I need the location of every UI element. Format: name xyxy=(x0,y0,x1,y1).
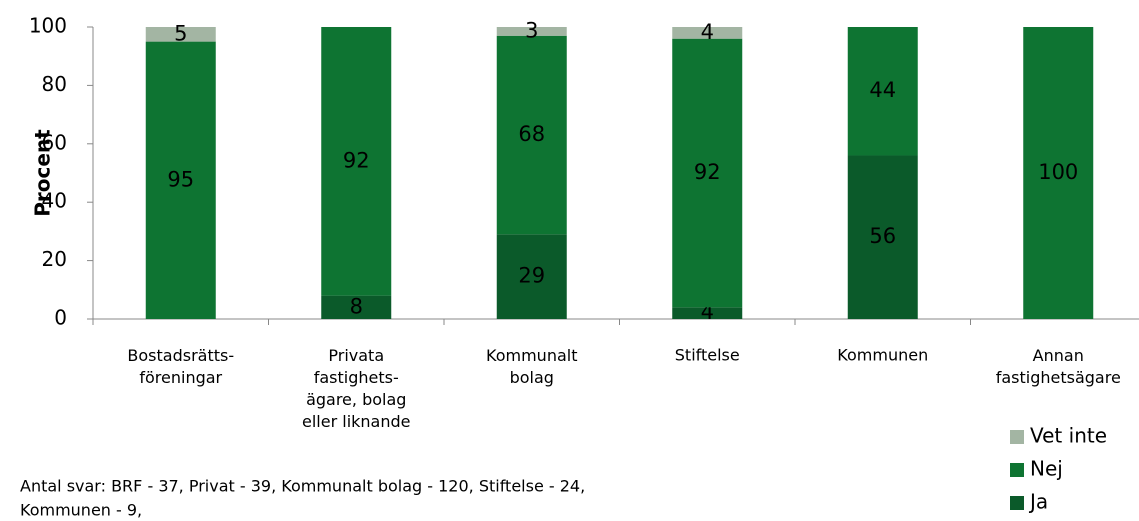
data-label: 56 xyxy=(869,224,896,248)
data-label: 4 xyxy=(701,20,714,44)
data-label: 100 xyxy=(1038,160,1078,184)
y-tick-label: 0 xyxy=(54,306,67,330)
data-label: 8 xyxy=(350,294,363,318)
note: Antal svar: BRF - 37, Privat - 39, Kommu… xyxy=(20,477,585,496)
y-tick-label: 20 xyxy=(42,247,67,271)
bar-segment xyxy=(847,27,918,156)
y-tick-label: 100 xyxy=(29,14,67,38)
legend-swatch xyxy=(1010,430,1024,444)
bar-segment xyxy=(496,234,567,319)
bar-segment xyxy=(672,38,743,308)
data-label: 68 xyxy=(518,122,545,146)
note: Kommunen - 9, xyxy=(20,501,142,520)
data-label: 95 xyxy=(167,167,194,191)
bar-segment xyxy=(145,41,216,319)
bar-segment xyxy=(1023,27,1094,319)
data-label: 44 xyxy=(869,78,896,102)
legend-label: Nej xyxy=(1030,457,1063,481)
bar-segment xyxy=(321,295,392,319)
bar-segment xyxy=(672,307,743,319)
x-tick-label: Kommunen xyxy=(837,346,928,365)
data-label: 92 xyxy=(694,160,721,184)
x-tick-label: Kommunalt bolag xyxy=(486,346,577,387)
legend-label: Ja xyxy=(1028,490,1048,514)
bar-segment xyxy=(496,35,567,235)
data-label: 5 xyxy=(174,21,187,45)
data-label: 3 xyxy=(525,18,538,42)
bar-segment xyxy=(496,27,567,36)
bar-segment xyxy=(672,27,743,39)
x-tick-label: Bostadsrätts-föreningar xyxy=(127,346,234,387)
legend-label: Vet inte xyxy=(1030,424,1107,448)
legend-swatch xyxy=(1010,496,1024,510)
x-tick-label: Annan fastighetsägare xyxy=(996,346,1121,387)
legend-swatch xyxy=(1010,463,1024,477)
data-label: 29 xyxy=(518,264,545,288)
y-tick-label: 80 xyxy=(42,72,67,96)
x-tick-label: Stiftelse xyxy=(675,346,740,365)
bar-segment xyxy=(321,27,392,296)
y-tick-label: 40 xyxy=(42,189,67,213)
y-tick-label: 60 xyxy=(42,130,67,154)
data-label: 92 xyxy=(343,148,370,172)
bar-segment xyxy=(145,27,216,42)
y-axis-label: Procent xyxy=(31,129,55,217)
x-tick-label: Privata fastighets-ägare, bolag eller likn… xyxy=(302,346,410,431)
bar-segment xyxy=(847,155,918,319)
